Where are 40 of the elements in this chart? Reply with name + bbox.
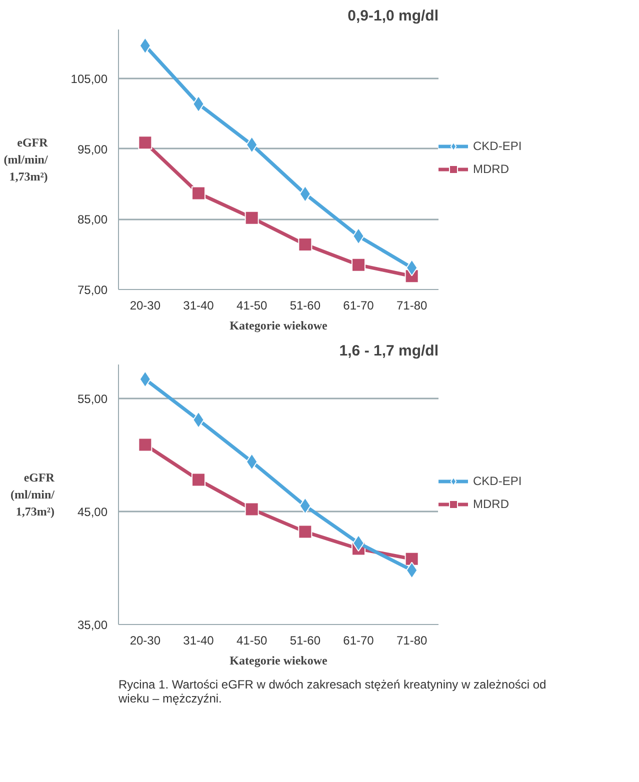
legend-label: CKD-EPI bbox=[473, 474, 522, 488]
y-tick-label: 85,00 bbox=[77, 212, 108, 227]
x-tick-label: 31-40 bbox=[183, 634, 214, 648]
x-tick-label: 51-60 bbox=[290, 298, 321, 312]
x-tick-label: 41-50 bbox=[236, 298, 268, 312]
point bbox=[298, 524, 312, 539]
point bbox=[352, 258, 366, 272]
chart-title: 1,6 - 1,7 mg/dl bbox=[339, 342, 439, 360]
point bbox=[192, 472, 206, 487]
point bbox=[138, 438, 152, 452]
y-axis-title: eGFR (ml/min/ 1,73m²) bbox=[4, 136, 48, 184]
y-tick-label: 35,00 bbox=[77, 618, 108, 632]
legend-label: MDRD bbox=[473, 497, 509, 511]
point bbox=[138, 136, 152, 150]
x-tick-label: 61-70 bbox=[343, 298, 374, 312]
y-tick-label: 55,00 bbox=[77, 392, 108, 406]
legend-label: MDRD bbox=[473, 162, 509, 176]
x-axis-title: Kategorie wiekowe bbox=[230, 318, 328, 332]
x-tick-label: 41-50 bbox=[236, 634, 268, 648]
x-tick-label: 20-30 bbox=[130, 298, 161, 312]
y-tick-label: 75,00 bbox=[77, 283, 108, 297]
x-axis-title: Kategorie wiekowe bbox=[230, 654, 328, 668]
text: Rycina 1. Wartości eGFR w dwóch zakresach stężeń kreatyniny w zależności od wieku – mężczyźni. bbox=[118, 678, 546, 706]
x-tick-label: 20-30 bbox=[130, 634, 161, 648]
x-tick-label: 71-80 bbox=[396, 634, 428, 648]
point bbox=[404, 552, 419, 566]
y-axis-title: eGFR (ml/min/ 1,73m²) bbox=[10, 470, 56, 518]
x-tick-label: 71-80 bbox=[396, 298, 428, 312]
x-tick-label: 31-40 bbox=[183, 298, 214, 312]
point bbox=[192, 186, 206, 200]
y-tick-label: 45,00 bbox=[77, 504, 108, 519]
y-tick-label: 95,00 bbox=[77, 142, 108, 156]
legend-label: CKD-EPI bbox=[473, 139, 522, 153]
point bbox=[298, 238, 312, 252]
point bbox=[244, 210, 259, 225]
point bbox=[244, 502, 259, 516]
x-tick-label: 51-60 bbox=[290, 634, 321, 648]
x-tick-label: 61-70 bbox=[343, 634, 374, 648]
chart-title: 0,9-1,0 mg/dl bbox=[348, 8, 439, 24]
y-tick-label: 105,00 bbox=[70, 72, 108, 86]
